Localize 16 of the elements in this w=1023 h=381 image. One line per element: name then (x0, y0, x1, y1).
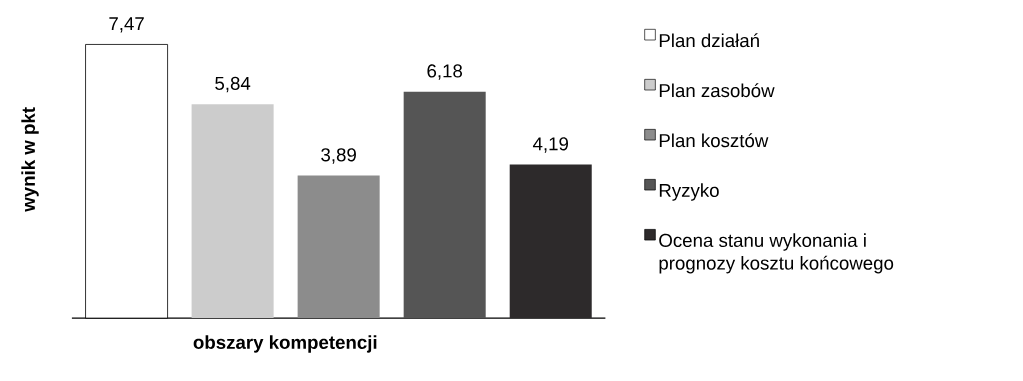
y-axis-title: wynik w pkt (21, 107, 39, 212)
data-label: 5,84 (215, 76, 251, 92)
bar (403, 91, 486, 318)
data-label: 4,19 (532, 136, 568, 153)
x-axis-title: obszary kompetencji (193, 335, 377, 353)
bar (191, 103, 274, 318)
data-label: 7,47 (109, 17, 144, 33)
legend-label: Plan kosztów (659, 133, 769, 148)
legend-label: Plan działań (659, 33, 759, 47)
legend-label: Ryzyko (659, 183, 719, 201)
legend-label: Ocena stanu wykonania i prognozy kosztu końcowego (659, 233, 894, 274)
legend-label: Plan zasobów (659, 83, 775, 97)
data-label: 3,89 (321, 147, 356, 164)
bar (509, 164, 592, 318)
data-label: 6,18 (427, 64, 463, 80)
bar (297, 175, 380, 318)
